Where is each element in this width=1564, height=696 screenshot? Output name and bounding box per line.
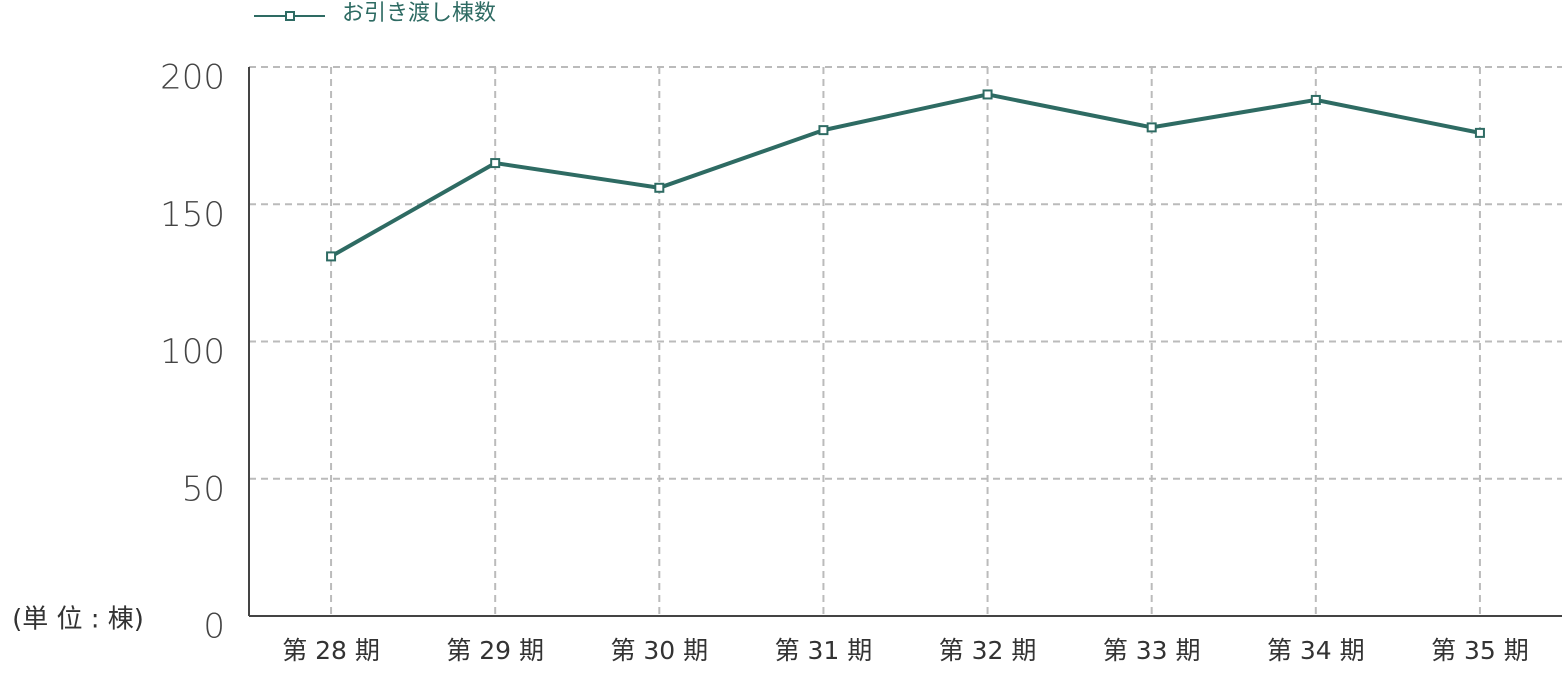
marker — [818, 125, 829, 136]
marker — [326, 251, 337, 262]
marker — [490, 158, 501, 169]
x-tick-label: 第 33 期 — [1103, 636, 1201, 665]
x-tick-label: 第 34 期 — [1267, 636, 1365, 665]
y-tick-label: 200 — [160, 58, 225, 98]
x-tick-label: 第 30 期 — [610, 636, 708, 665]
y-tick-label: 50 — [182, 469, 225, 509]
marker — [1474, 127, 1485, 138]
x-tick-label: 第 28 期 — [282, 636, 380, 665]
unit-label: (単 位 : 棟) — [12, 605, 144, 635]
x-tick-label: 第 35 期 — [1431, 636, 1529, 665]
line — [330, 92, 1481, 259]
marker — [1310, 94, 1321, 105]
marker — [982, 89, 993, 100]
legend-label: お引き渡し棟数 — [342, 1, 496, 26]
y-tick-label: 150 — [160, 195, 225, 235]
marker — [654, 182, 665, 193]
y-tick-label: 0 — [203, 607, 225, 647]
x-tick-label: 第 29 期 — [446, 636, 544, 665]
x-tick-label: 第 31 期 — [775, 636, 873, 665]
x-tick-label: 第 32 期 — [939, 636, 1037, 665]
y-tick-label: 100 — [160, 332, 225, 372]
marker — [1146, 122, 1157, 133]
legend-marker — [285, 11, 295, 21]
